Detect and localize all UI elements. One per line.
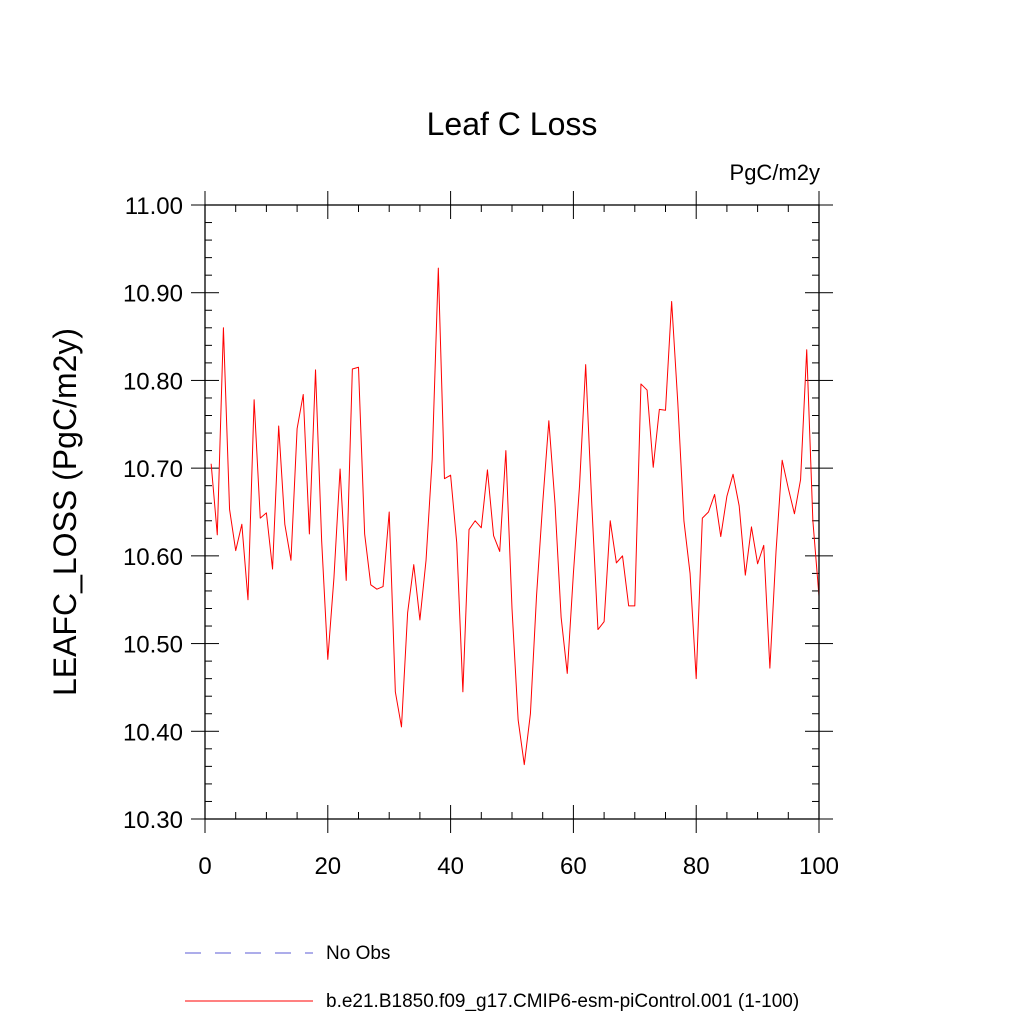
y-tick-label: 10.70 <box>123 456 183 483</box>
series-line <box>210 267 820 766</box>
x-tick-labels: 0 20 40 60 80 100 <box>198 853 839 880</box>
y-tick-label: 10.60 <box>123 544 183 571</box>
series-layer <box>210 267 820 766</box>
x-tick-label: 20 <box>314 853 341 880</box>
y-tick-label: 10.50 <box>123 632 183 659</box>
plot-frame <box>204 204 820 820</box>
legend-label-no-obs: No Obs <box>326 943 390 964</box>
y-tick-label: 10.80 <box>123 368 183 395</box>
legend: No Obs b.e21.B1850.f09_g17.CMIP6-esm-piC… <box>185 943 799 1012</box>
y-tick-label: 11.00 <box>125 193 183 220</box>
y-tick-label: 10.90 <box>123 281 183 308</box>
x-tick-label: 100 <box>799 853 839 880</box>
x-tick-label: 40 <box>437 853 464 880</box>
axis-ticks <box>191 191 833 833</box>
y-tick-labels: 10.30 10.40 10.50 10.60 10.70 10.80 10.90 11.00 <box>123 193 183 834</box>
legend-label-model-run: b.e21.B1850.f09_g17.CMIP6-esm-piControl.… <box>326 991 799 1012</box>
y-tick-label: 10.30 <box>123 807 183 834</box>
chart-title: Leaf C Loss <box>427 106 598 142</box>
y-axis-label: LEAFC_LOSS (PgC/m2y) <box>47 328 83 696</box>
x-tick-label: 80 <box>683 853 710 880</box>
y-tick-label: 10.40 <box>123 719 183 746</box>
units-label: PgC/m2y <box>730 160 820 185</box>
x-tick-label: 60 <box>560 853 587 880</box>
x-tick-label: 0 <box>198 853 211 880</box>
